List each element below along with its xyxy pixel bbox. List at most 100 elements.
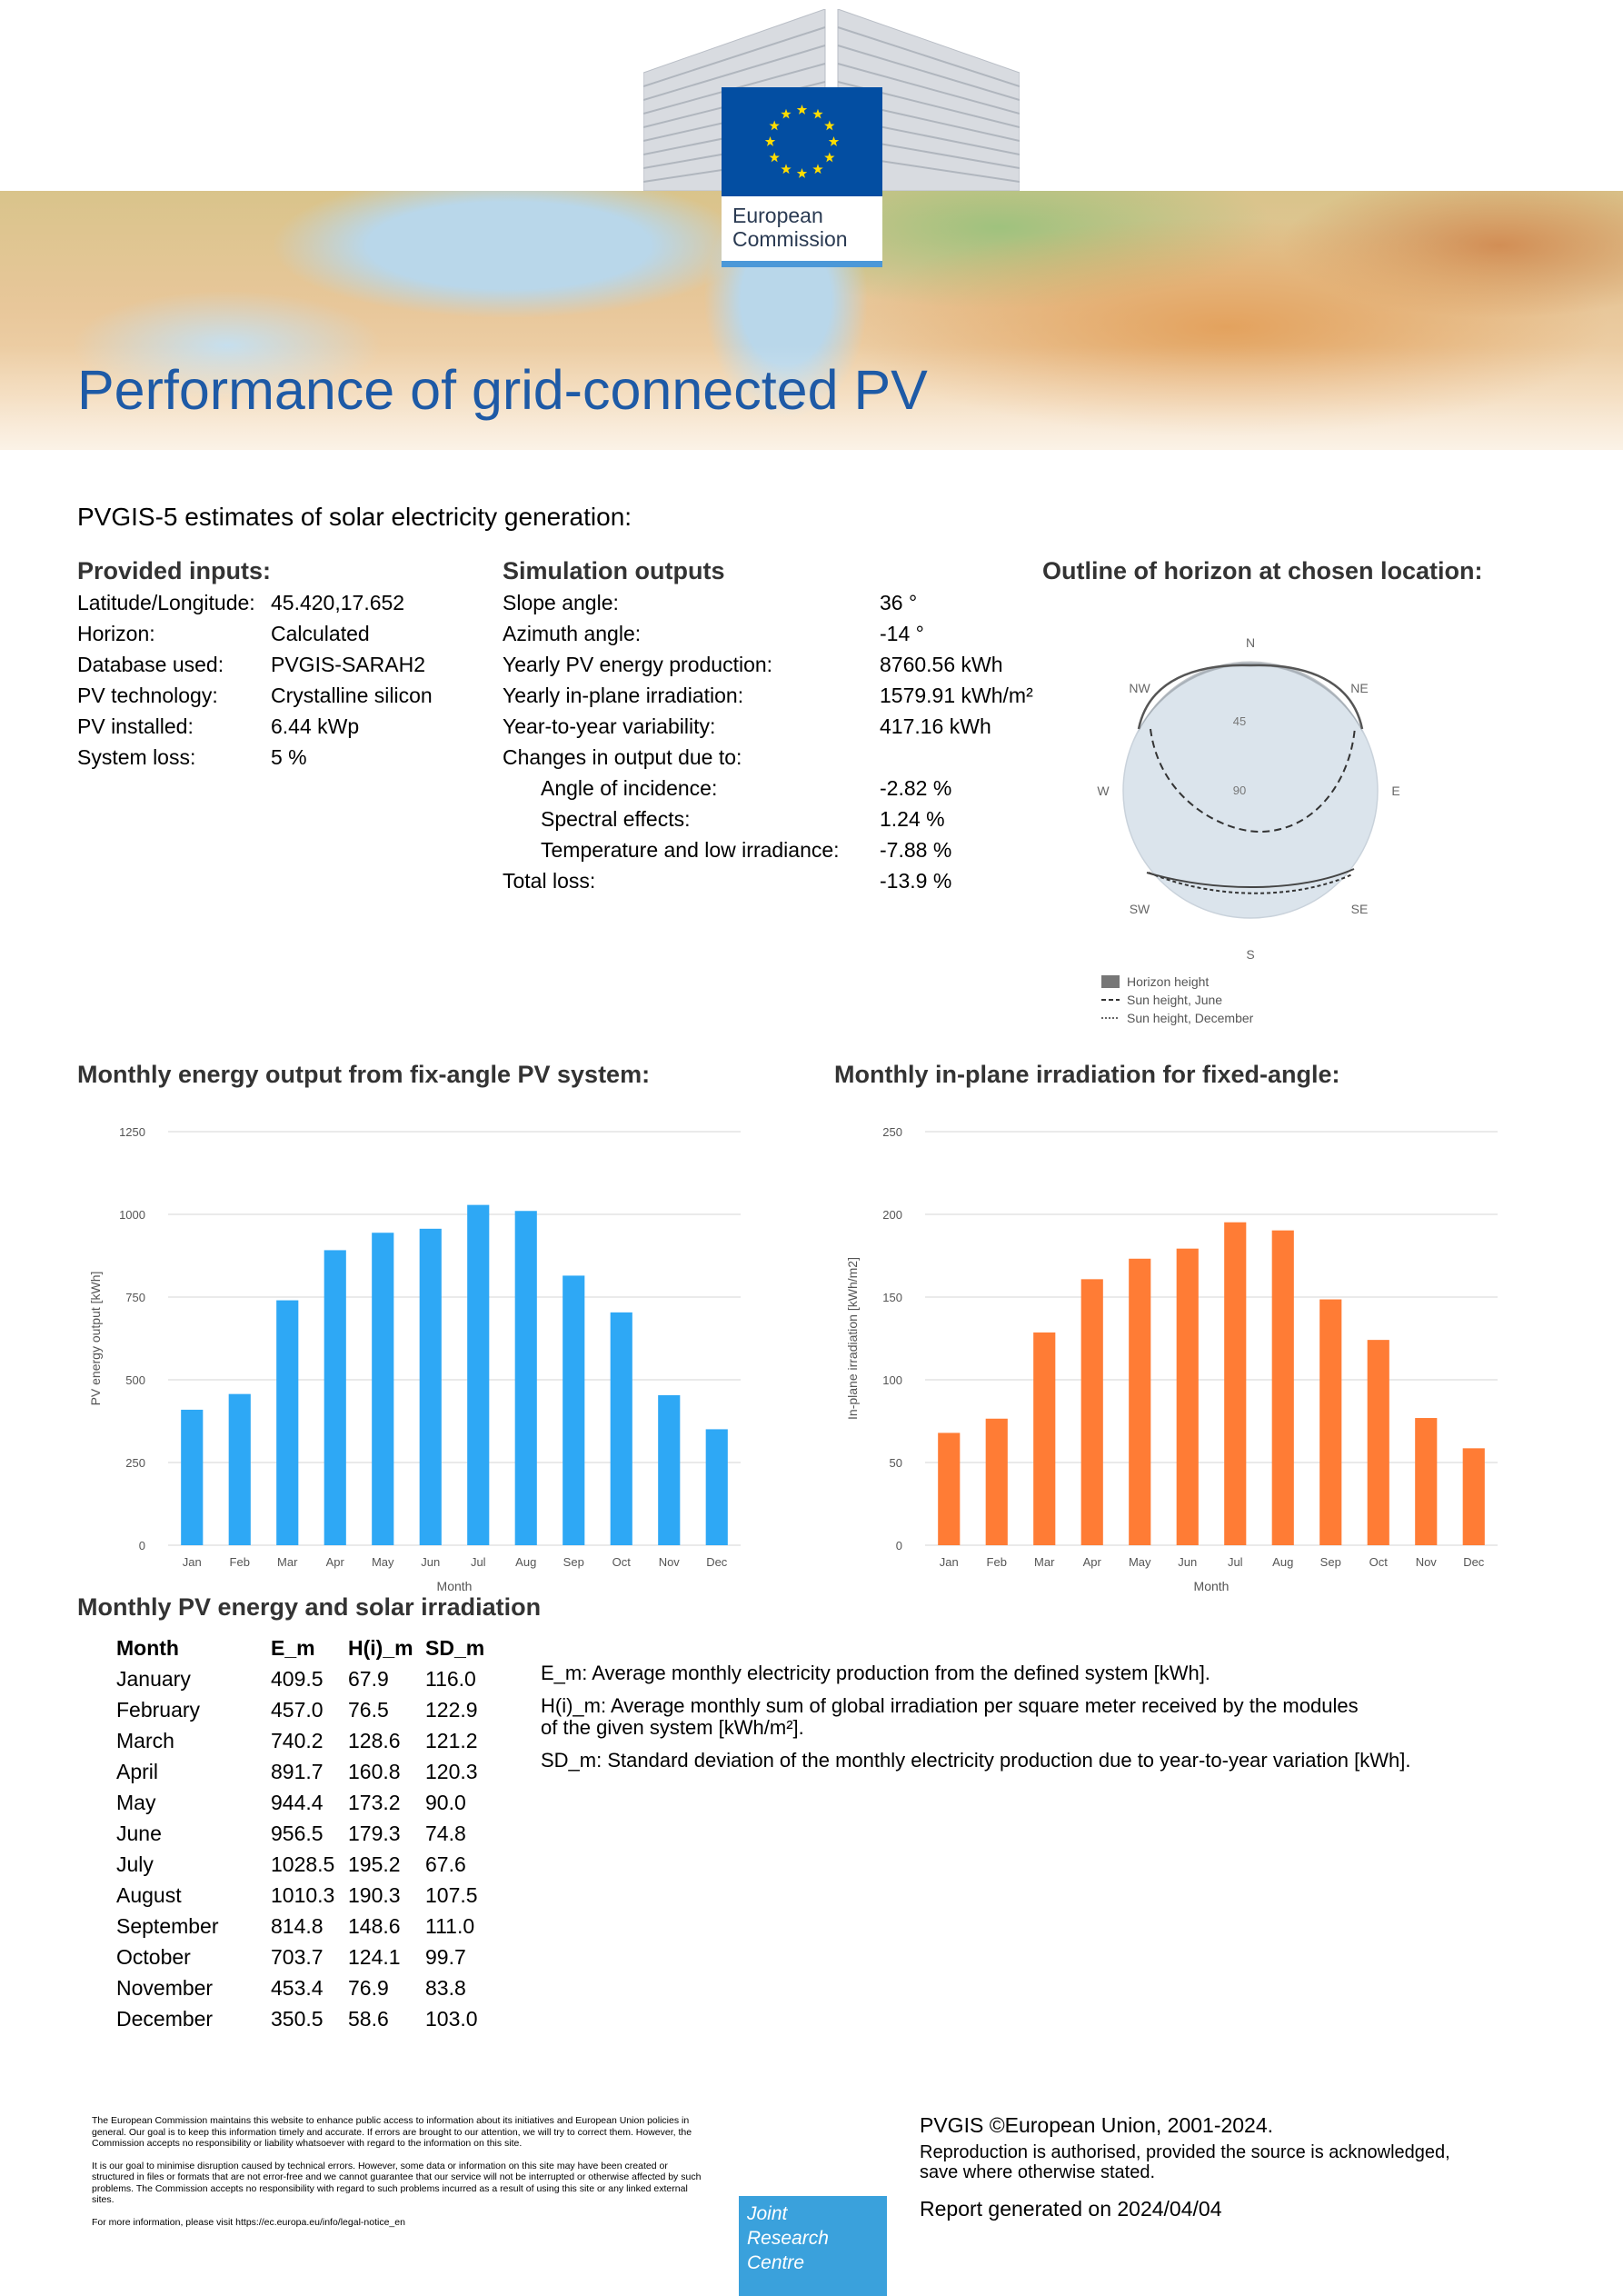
horizon-heading: Outline of horizon at chosen location: [1042, 557, 1483, 584]
input-row: PV installed: 6.44 kWp [77, 711, 495, 742]
output-label: Azimuth angle: [503, 622, 642, 645]
jrc-line-1: Joint [747, 2203, 788, 2224]
y-tick-label: 500 [125, 1373, 145, 1387]
bar [1176, 1248, 1199, 1545]
cell-month: April [116, 1759, 159, 1783]
output-row: Year-to-year variability: 417.16 kWh [503, 711, 1066, 742]
bar [228, 1393, 251, 1545]
table-row: July 1028.5 195.2 67.6 [116, 1849, 498, 1880]
cell-hm: 124.1 [348, 1944, 401, 1969]
bar [1319, 1299, 1342, 1545]
december-horizon-line [1146, 868, 1355, 888]
input-value: 6.44 kWp [271, 714, 360, 738]
note-em: E_m: Average monthly electricity product… [541, 1662, 1210, 1684]
cell-hm: 160.8 [348, 1759, 401, 1783]
sun-path-june [1150, 726, 1356, 834]
input-label: Latitude/Longitude: [77, 591, 255, 614]
table-row: November 453.4 76.9 83.8 [116, 1972, 498, 2003]
flag-star [769, 120, 780, 131]
disclaimer-paragraph-1: The European Commission maintains this w… [92, 2115, 692, 2149]
outputs-list: Slope angle: 36 ° Azimuth angle: -14 ° Yea… [503, 587, 1066, 896]
monthly-table: Month E_m H(i)_m SD_m January 409.5 67.9 11… [116, 1632, 498, 2034]
bar [1271, 1230, 1294, 1545]
cell-month: January [116, 1666, 191, 1691]
col-header-month: Month [116, 1635, 179, 1660]
flag-star [781, 108, 792, 119]
output-value: -13.9 % [880, 869, 952, 893]
table-row: September 814.8 148.6 111.0 [116, 1911, 498, 1942]
compass-ne: NE [1350, 681, 1368, 695]
cell-hm: 190.3 [348, 1882, 401, 1907]
compass-w: W [1097, 784, 1110, 798]
x-tick-label: Nov [1416, 1555, 1438, 1569]
sun-path-december [1148, 872, 1353, 894]
cell-sdm: 67.6 [425, 1852, 466, 1876]
bar [181, 1409, 204, 1545]
table-row: May 944.4 173.2 90.0 [116, 1787, 498, 1818]
table-header-row: Month E_m H(i)_m SD_m [116, 1632, 498, 1663]
output-label: Spectral effects: [541, 807, 691, 831]
x-tick-label: Aug [515, 1555, 536, 1569]
y-tick-label: 250 [125, 1456, 145, 1470]
input-value: 5 % [271, 745, 307, 769]
flag-star [812, 108, 823, 119]
output-label: Total loss: [503, 869, 596, 893]
y-axis-label: In-plane irradiation [kWh/m2] [845, 1257, 860, 1420]
cell-em: 703.7 [271, 1944, 324, 1969]
header-fade [0, 345, 1623, 450]
disclaimer-paragraph-3: For more information, please visit https… [92, 2216, 405, 2228]
y-tick-label: 150 [882, 1291, 902, 1304]
output-row: Total loss: -13.9 % [503, 865, 1066, 896]
cell-month: February [116, 1697, 201, 1722]
output-value: 1.24 % [880, 807, 945, 831]
y-tick-label: 1000 [119, 1208, 145, 1222]
cell-sdm: 120.3 [425, 1759, 478, 1783]
output-label: Temperature and low irradiance: [541, 838, 840, 862]
bar [324, 1250, 346, 1545]
output-row: Changes in output due to: [503, 742, 1066, 773]
compass-e: E [1391, 784, 1399, 798]
x-tick-label: Apr [326, 1555, 345, 1569]
sky-disc [1122, 663, 1379, 919]
bar [1367, 1340, 1389, 1545]
output-value: 1579.91 kWh/m² [880, 684, 1033, 707]
compass-se: SE [1351, 902, 1369, 916]
input-label: System loss: [77, 745, 196, 769]
report-generated-date: Report generated on 2024/04/04 [920, 2197, 1222, 2221]
x-tick-label: Mar [277, 1555, 298, 1569]
cell-em: 1010.3 [271, 1882, 335, 1907]
flag-star [812, 164, 823, 175]
output-value: 8760.56 kWh [880, 653, 1003, 676]
bar [1415, 1418, 1438, 1545]
bar [610, 1312, 632, 1545]
bar [985, 1418, 1008, 1545]
output-row: Azimuth angle: -14 ° [503, 618, 1066, 649]
x-tick-label: Jan [183, 1555, 202, 1569]
table-row: January 409.5 67.9 116.0 [116, 1663, 498, 1694]
bar [372, 1233, 394, 1545]
cell-sdm: 122.9 [425, 1697, 478, 1722]
bar [1080, 1279, 1103, 1545]
y-tick-label: 0 [896, 1539, 902, 1552]
flag-star [769, 152, 780, 163]
y-axis-label: PV energy output [kWh] [88, 1272, 103, 1406]
y-tick-label: 750 [125, 1291, 145, 1304]
bar [467, 1204, 490, 1545]
cell-em: 740.2 [271, 1728, 324, 1752]
cell-month: May [116, 1790, 156, 1814]
bar [938, 1433, 961, 1545]
cell-sdm: 103.0 [425, 2006, 478, 2031]
bar [276, 1300, 299, 1545]
flag-star [796, 168, 808, 178]
logo-line-1: European [732, 204, 823, 227]
cell-hm: 179.3 [348, 1821, 401, 1845]
cell-month: July [116, 1852, 154, 1876]
output-label: Angle of incidence: [541, 776, 718, 800]
flag-star [796, 105, 808, 115]
cell-em: 453.4 [271, 1975, 324, 2000]
cell-hm: 128.6 [348, 1728, 401, 1752]
cell-em: 891.7 [271, 1759, 324, 1783]
bar [514, 1211, 537, 1545]
copyright: PVGIS ©European Union, 2001-2024. [920, 2113, 1274, 2137]
page-title: Performance of grid-connected PV [77, 359, 928, 421]
